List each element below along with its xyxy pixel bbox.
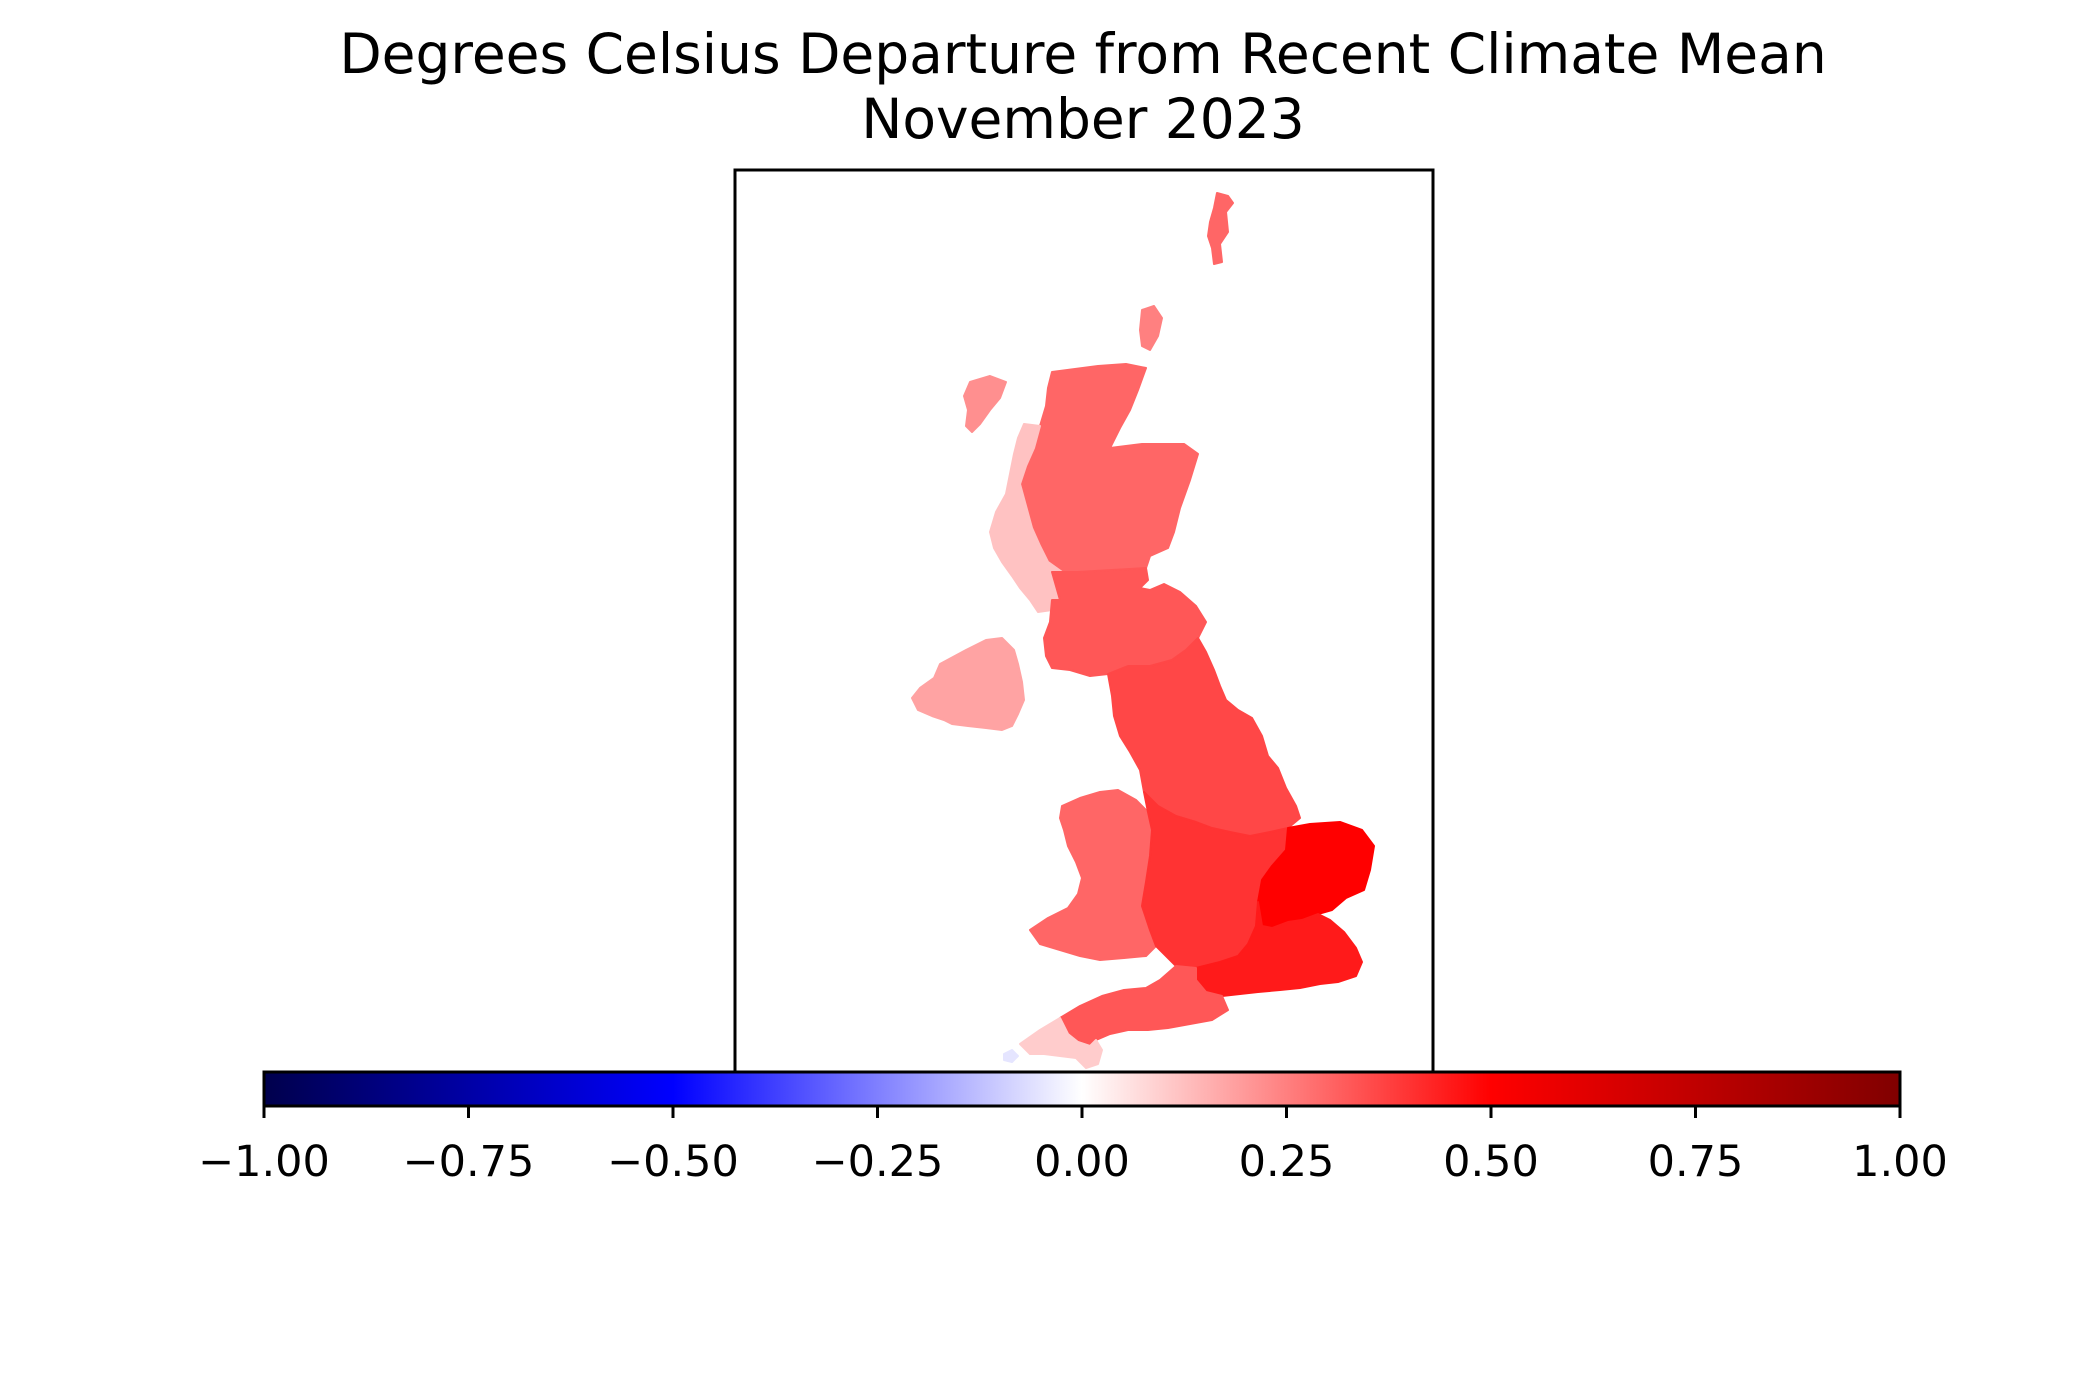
region-west-highlands <box>989 423 1063 613</box>
colorbar-tick-label: −1.00 <box>198 1137 330 1187</box>
colorbar-tick-label: −0.75 <box>403 1137 535 1187</box>
region-outer-hebrides <box>963 375 1007 433</box>
colorbar-tick-label: 0.00 <box>1034 1137 1130 1187</box>
region-northern-ireland <box>911 637 1025 731</box>
map-title: Degrees Celsius Departure from Recent Cl… <box>339 22 1827 86</box>
colorbar-tick-label: 0.25 <box>1239 1137 1335 1187</box>
colorbar <box>262 1070 1902 1108</box>
region-northern-england <box>1107 637 1301 837</box>
colorbar-tick-label: 0.50 <box>1443 1137 1539 1187</box>
region-scilly <box>1003 1049 1019 1063</box>
region-north-scotland <box>1019 363 1199 573</box>
region-southeast-england <box>1195 901 1363 997</box>
region-shetland <box>1207 192 1234 265</box>
map-subtitle: November 2023 <box>861 87 1305 151</box>
region-orkney <box>1139 305 1163 351</box>
uk-anomaly-map <box>911 192 1375 1069</box>
colorbar-tick-label: 0.75 <box>1648 1137 1744 1187</box>
colorbar-tick-label: −0.50 <box>607 1137 739 1187</box>
colorbar-ticks: −1.00 −0.75 −0.50 −0.25 0.00 0.25 0.50 0.75 1.00 <box>198 1106 1948 1187</box>
colorbar-tick-label: 1.00 <box>1852 1137 1948 1187</box>
region-wales <box>1029 789 1157 961</box>
colorbar-tick-label: −0.25 <box>812 1137 944 1187</box>
region-cornwall <box>1019 1017 1103 1069</box>
